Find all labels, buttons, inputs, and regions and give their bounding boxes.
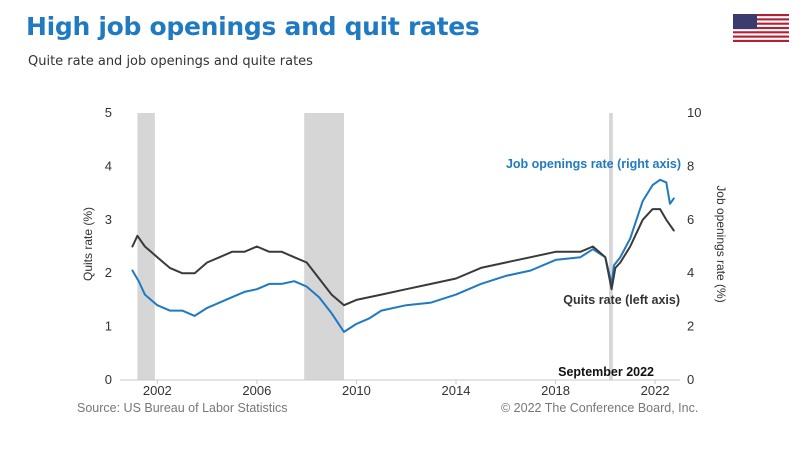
left-axis-label: Quits rate (%)	[81, 207, 95, 281]
x-tick-label: 2022	[641, 383, 670, 398]
right-tick-label: 4	[687, 265, 694, 280]
x-tick-label: 2010	[342, 383, 371, 398]
quits-line	[131, 208, 675, 307]
x-tick-label: 2002	[143, 383, 172, 398]
left-tick-label: 4	[105, 158, 112, 173]
right-axis-label: Job openings rate (%)	[714, 185, 728, 302]
right-tick-label: 10	[687, 105, 701, 120]
quits-series-label: Quits rate (left axis)	[563, 293, 680, 307]
recession-band	[304, 113, 344, 380]
job-openings-line	[131, 178, 675, 333]
x-tick-label: 2018	[541, 383, 570, 398]
us-flag-icon	[733, 14, 789, 42]
chart-subtitle: Quite rate and job openings and quite ra…	[28, 54, 313, 69]
left-tick-label: 0	[105, 372, 112, 387]
copyright-note: © 2022 The Conference Board, Inc.	[501, 401, 699, 415]
x-tick-label: 2014	[442, 383, 471, 398]
right-tick-label: 0	[687, 372, 694, 387]
date-label: September 2022	[558, 365, 654, 379]
left-tick-label: 1	[105, 319, 112, 334]
left-tick-label: 3	[105, 212, 112, 227]
x-tick-label: 2006	[242, 383, 271, 398]
right-tick-label: 2	[687, 319, 694, 334]
left-tick-label: 2	[105, 265, 112, 280]
right-tick-label: 6	[687, 212, 694, 227]
job-openings-series-label: Job openings rate (right axis)	[506, 157, 681, 171]
left-tick-label: 5	[105, 105, 112, 120]
recession-band	[609, 113, 613, 380]
chart-title: High job openings and quit rates	[26, 12, 480, 41]
source-note: Source: US Bureau of Labor Statistics	[77, 401, 288, 415]
right-tick-label: 8	[687, 158, 694, 173]
